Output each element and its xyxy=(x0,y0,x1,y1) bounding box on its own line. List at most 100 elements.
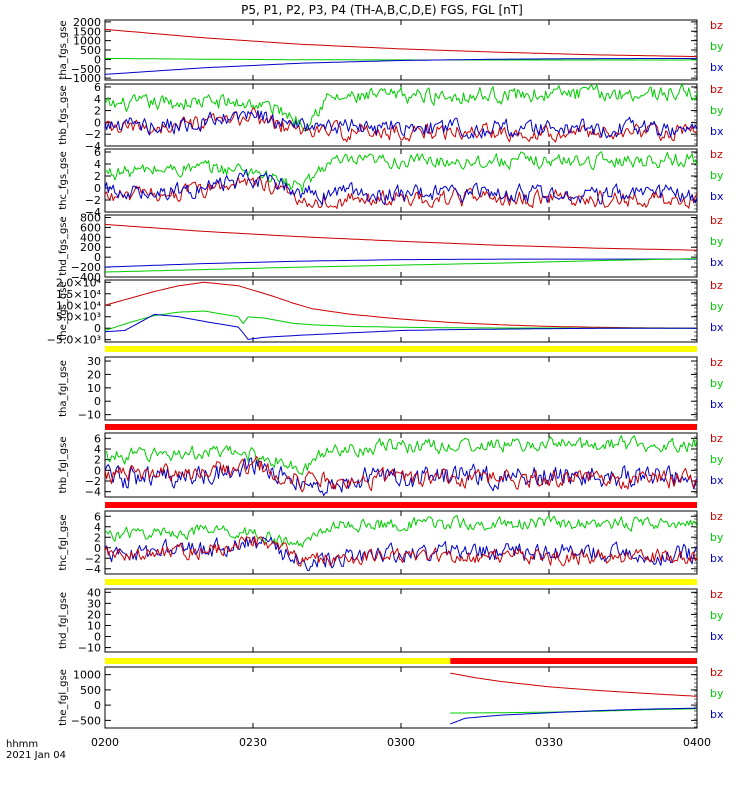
series-line-bz xyxy=(105,281,697,329)
y-tick-label: 0 xyxy=(94,182,101,195)
y-tick-label: −500 xyxy=(71,714,101,727)
y-tick-label: 800 xyxy=(80,211,101,224)
series-line-bx xyxy=(105,109,697,139)
mode-bar-segment xyxy=(450,658,697,664)
legend-bz: bz xyxy=(710,19,723,32)
series-line-bz xyxy=(105,536,697,567)
y-tick-label: 400 xyxy=(80,231,101,244)
mode-bar-segment xyxy=(105,346,697,352)
y-tick-label: 0 xyxy=(94,631,101,644)
legend-by: by xyxy=(710,104,724,117)
y-tick-label: −2 xyxy=(85,128,101,141)
chart-title: P5, P1, P2, P3, P4 (TH-A,B,C,D,E) FGS, F… xyxy=(241,3,523,17)
y-tick-label: 0 xyxy=(94,464,101,477)
x-tick-label: 0300 xyxy=(387,736,415,749)
series-line-by xyxy=(105,435,697,476)
y-axis-label: thc_fgl_gse xyxy=(58,514,69,570)
series-line-bz xyxy=(105,28,697,58)
y-tick-label: 0 xyxy=(94,251,101,264)
y-tick-label: 2 xyxy=(94,105,101,118)
y-tick-label: 2 xyxy=(94,170,101,183)
y-axis-label: thb_fgl_gse xyxy=(58,437,69,494)
y-tick-label: −5.0×10³ xyxy=(47,334,101,347)
legend-by: by xyxy=(710,687,724,700)
legend-bx: bx xyxy=(710,61,724,74)
y-tick-label: −200 xyxy=(71,261,101,274)
series-line-bz xyxy=(105,107,697,143)
legend-bz: bz xyxy=(710,214,723,227)
y-tick-label: 0 xyxy=(94,53,101,66)
y-tick-label: 0 xyxy=(94,542,101,555)
series-line-bx xyxy=(105,57,697,75)
y-tick-label: 10 xyxy=(87,382,101,395)
y-tick-label: −2 xyxy=(85,194,101,207)
y-tick-label: 1.5×10⁴ xyxy=(56,288,102,301)
y-tick-label: 1.0×10⁴ xyxy=(56,299,102,312)
legend-bx: bx xyxy=(710,125,724,138)
y-tick-label: −4 xyxy=(85,206,101,219)
legend-bz: bz xyxy=(710,510,723,523)
y-tick-label: 4 xyxy=(94,443,101,456)
y-tick-label: 10 xyxy=(87,619,101,632)
series-line-bx xyxy=(105,168,697,206)
y-tick-label: 4 xyxy=(94,521,101,534)
legend-bz: bz xyxy=(710,666,723,679)
series-group xyxy=(105,223,697,273)
y-axis-label: tha_fgl_gse xyxy=(58,360,69,417)
y-tick-label: 20 xyxy=(87,368,101,381)
legend-bx: bx xyxy=(710,398,724,411)
legend-bx: bx xyxy=(710,630,724,643)
y-tick-label: 30 xyxy=(87,597,101,610)
y-tick-label: −4 xyxy=(85,486,101,499)
legend-by: by xyxy=(710,609,724,622)
series-line-bz xyxy=(105,176,697,209)
series-line-by xyxy=(105,57,697,61)
legend-by: by xyxy=(710,300,724,313)
time-format-label: hhmm xyxy=(6,739,38,750)
series-group xyxy=(450,672,697,725)
mode-bar-segment xyxy=(105,579,697,585)
legend-bx: bx xyxy=(710,256,724,269)
y-axis-label: thc_fgs_gse xyxy=(58,151,69,210)
y-tick-label: 2000 xyxy=(73,16,101,29)
series-group xyxy=(105,151,697,209)
series-line-bx xyxy=(450,707,697,725)
series-line-bx xyxy=(105,258,697,268)
y-tick-label: −4 xyxy=(85,563,101,576)
mode-bars-layer xyxy=(105,346,697,664)
y-axis-label: thd_fgl_gse xyxy=(58,592,69,649)
legend-bz: bz xyxy=(710,356,723,369)
y-tick-label: −1000 xyxy=(64,72,101,85)
y-tick-label: 5.0×10³ xyxy=(56,311,101,324)
y-tick-label: 6 xyxy=(94,432,101,445)
y-tick-label: 600 xyxy=(80,221,101,234)
x-tick-label: 0400 xyxy=(683,736,711,749)
panel-the_fgs_gse: the_fgs_gse2.0×10⁴1.5×10⁴1.0×10⁴5.0×10³0… xyxy=(47,276,724,346)
y-tick-label: 0 xyxy=(94,116,101,129)
y-tick-label: 2.0×10⁴ xyxy=(56,276,102,289)
series-line-by xyxy=(105,84,697,132)
y-tick-label: 1500 xyxy=(73,25,101,38)
y-tick-label: 6 xyxy=(94,146,101,159)
series-group xyxy=(105,514,697,572)
y-tick-label: 4 xyxy=(94,158,101,171)
y-tick-label: 6 xyxy=(94,81,101,94)
series-group xyxy=(105,281,697,340)
panel-the_fgl_gse: the_fgl_gse 1000 500 0 −500 bz by bx xyxy=(58,666,724,729)
legend-bx: bx xyxy=(710,321,724,334)
series-line-bx xyxy=(105,457,697,497)
legend-by: by xyxy=(710,235,724,248)
mode-bar-segment xyxy=(105,424,697,430)
legend-by: by xyxy=(710,377,724,390)
y-axis-label: thb_fgs_gse xyxy=(58,85,69,144)
time-axis: 0200 0230 0300 0330 0400 xyxy=(91,736,711,749)
series-line-by xyxy=(105,514,697,548)
date-label: 2021 Jan 04 xyxy=(6,750,66,761)
legend-bz: bz xyxy=(710,83,723,96)
